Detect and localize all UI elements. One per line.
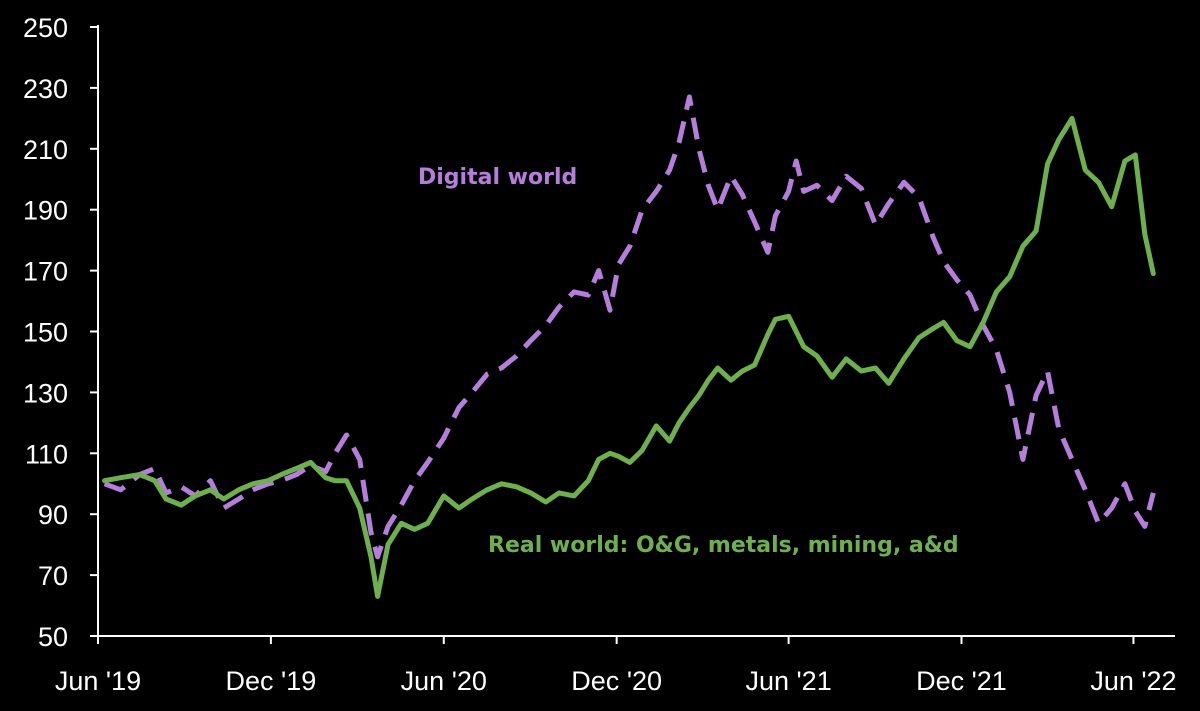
y-tick-label: 110 bbox=[25, 439, 68, 469]
y-tick-label: 130 bbox=[23, 378, 68, 408]
y-tick-label: 210 bbox=[23, 135, 68, 165]
y-tick-label: 90 bbox=[38, 500, 68, 530]
x-tick-label: Jun '22 bbox=[1090, 666, 1176, 696]
y-tick-label: 170 bbox=[23, 257, 68, 287]
x-tick-label: Jun '20 bbox=[401, 666, 487, 696]
y-tick-label: 150 bbox=[23, 318, 68, 348]
y-tick-label: 70 bbox=[38, 561, 68, 591]
series-layer bbox=[102, 94, 1156, 599]
real-world-annotation: Real world: O&G, metals, mining, a&d bbox=[488, 533, 959, 558]
x-tick-label: Jun '19 bbox=[55, 666, 141, 696]
y-tick-label: 230 bbox=[23, 74, 68, 104]
x-tick-label: Dec '21 bbox=[916, 666, 1007, 696]
y-tick-label: 190 bbox=[23, 196, 68, 226]
real-world-series-line bbox=[102, 115, 1156, 599]
y-tick-label: 50 bbox=[38, 622, 68, 652]
x-tick-label: Dec '19 bbox=[226, 666, 317, 696]
digital-world-series-line bbox=[103, 94, 1156, 560]
x-tick-label: Jun '21 bbox=[745, 666, 831, 696]
digital-world-annotation: Digital world bbox=[418, 165, 577, 190]
y-tick-label: 250 bbox=[23, 13, 68, 43]
x-tick-label: Dec '20 bbox=[571, 666, 662, 696]
axes: 50 70 90 110 130 150 170 190 210 230 250 Jun '19 Dec… bbox=[23, 13, 1177, 696]
